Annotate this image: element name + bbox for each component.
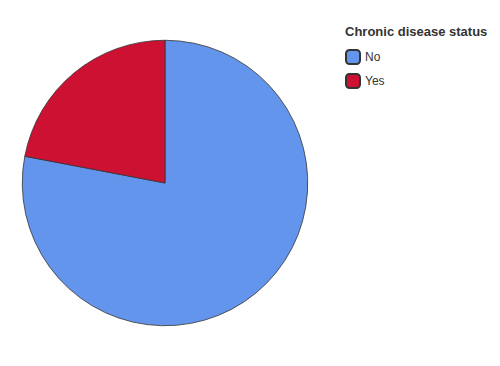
svg-text:No: No (365, 50, 381, 64)
svg-text:Chronic disease status: Chronic disease status (345, 24, 487, 39)
svg-text:Yes: Yes (365, 74, 385, 88)
